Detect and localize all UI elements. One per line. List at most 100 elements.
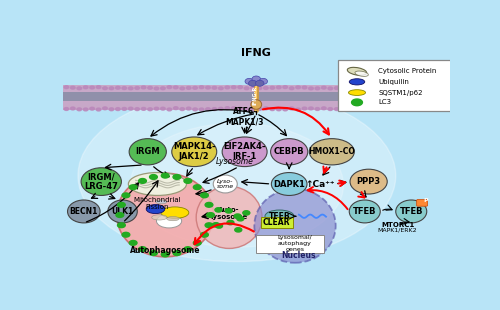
Circle shape — [180, 108, 184, 111]
Circle shape — [322, 107, 326, 110]
Text: IRGM: IRGM — [136, 147, 160, 156]
Text: TFEB: TFEB — [400, 207, 423, 216]
Circle shape — [118, 223, 126, 228]
Circle shape — [328, 87, 332, 90]
Circle shape — [142, 108, 146, 110]
Circle shape — [352, 99, 362, 106]
Circle shape — [235, 228, 242, 232]
Circle shape — [130, 185, 137, 190]
Text: IRGM/
LRG-47: IRGM/ LRG-47 — [84, 172, 118, 191]
Circle shape — [184, 247, 192, 251]
Circle shape — [109, 87, 114, 90]
Circle shape — [283, 86, 288, 89]
Text: Ubiquilin: Ubiquilin — [378, 79, 409, 85]
Circle shape — [173, 251, 181, 255]
Circle shape — [122, 193, 130, 198]
Circle shape — [122, 232, 130, 237]
Circle shape — [180, 87, 184, 90]
Circle shape — [138, 247, 146, 251]
Text: Lysosome: Lysosome — [216, 157, 254, 166]
Circle shape — [64, 86, 68, 89]
Circle shape — [380, 87, 384, 90]
Bar — [62, 92, 450, 101]
Ellipse shape — [156, 200, 167, 204]
Circle shape — [431, 86, 436, 89]
Circle shape — [167, 108, 172, 111]
Text: Mitochondrial
Fission: Mitochondrial Fission — [134, 197, 181, 210]
Circle shape — [412, 87, 416, 90]
Circle shape — [96, 86, 101, 89]
Ellipse shape — [166, 216, 179, 221]
Ellipse shape — [265, 210, 294, 223]
Ellipse shape — [272, 173, 307, 196]
Ellipse shape — [156, 214, 182, 228]
Text: CEBPB: CEBPB — [274, 147, 304, 156]
Ellipse shape — [355, 71, 368, 76]
Ellipse shape — [81, 168, 122, 196]
Text: Autophagosome: Autophagosome — [130, 246, 200, 255]
Circle shape — [118, 202, 126, 207]
Circle shape — [206, 108, 210, 111]
Ellipse shape — [349, 79, 365, 85]
Text: EIF2AK4-
IRF-1: EIF2AK4- IRF-1 — [224, 142, 266, 161]
Circle shape — [193, 86, 198, 89]
Circle shape — [250, 108, 256, 111]
Text: Nucleus: Nucleus — [282, 251, 316, 260]
Ellipse shape — [396, 200, 427, 223]
Ellipse shape — [117, 173, 214, 257]
Text: TFEB: TFEB — [268, 212, 290, 221]
Circle shape — [206, 213, 214, 217]
Circle shape — [122, 108, 126, 110]
Circle shape — [444, 107, 448, 110]
Text: Lysosomal/
autophagy
genes: Lysosomal/ autophagy genes — [278, 235, 312, 252]
Ellipse shape — [161, 207, 189, 218]
Ellipse shape — [68, 200, 100, 223]
Circle shape — [199, 86, 204, 89]
Ellipse shape — [130, 123, 344, 247]
Circle shape — [200, 193, 208, 198]
Circle shape — [205, 202, 213, 207]
Circle shape — [215, 208, 222, 212]
Text: MAPK1/ERK2: MAPK1/ERK2 — [378, 228, 418, 232]
Circle shape — [366, 86, 371, 89]
Ellipse shape — [196, 186, 262, 248]
Circle shape — [238, 107, 242, 110]
Circle shape — [386, 108, 390, 111]
Circle shape — [135, 86, 140, 89]
Text: DAPK1: DAPK1 — [273, 179, 305, 188]
Circle shape — [354, 108, 358, 111]
Circle shape — [212, 86, 216, 89]
Circle shape — [398, 107, 404, 110]
FancyBboxPatch shape — [260, 217, 292, 228]
Ellipse shape — [128, 173, 186, 196]
Circle shape — [276, 86, 281, 89]
Circle shape — [227, 220, 234, 225]
Circle shape — [200, 232, 208, 237]
Circle shape — [341, 107, 345, 110]
Circle shape — [444, 86, 448, 89]
Circle shape — [184, 179, 192, 183]
Ellipse shape — [222, 137, 267, 166]
Text: Lyso-
some: Lyso- some — [216, 179, 234, 189]
Circle shape — [360, 107, 365, 110]
Circle shape — [90, 107, 94, 110]
Circle shape — [84, 108, 88, 111]
Ellipse shape — [152, 215, 167, 220]
Circle shape — [373, 107, 378, 110]
Circle shape — [102, 107, 108, 110]
Circle shape — [257, 108, 262, 110]
Circle shape — [128, 107, 133, 110]
Circle shape — [232, 107, 236, 110]
Circle shape — [206, 86, 210, 89]
Circle shape — [225, 86, 230, 89]
Circle shape — [250, 86, 256, 90]
FancyBboxPatch shape — [338, 60, 451, 111]
Text: ↑Ca⁺⁺: ↑Ca⁺⁺ — [306, 179, 335, 188]
Text: LC3: LC3 — [378, 100, 392, 105]
Ellipse shape — [348, 90, 366, 95]
Circle shape — [199, 108, 204, 111]
Circle shape — [142, 86, 146, 89]
Circle shape — [162, 173, 169, 178]
Circle shape — [162, 252, 169, 257]
Circle shape — [424, 86, 429, 89]
